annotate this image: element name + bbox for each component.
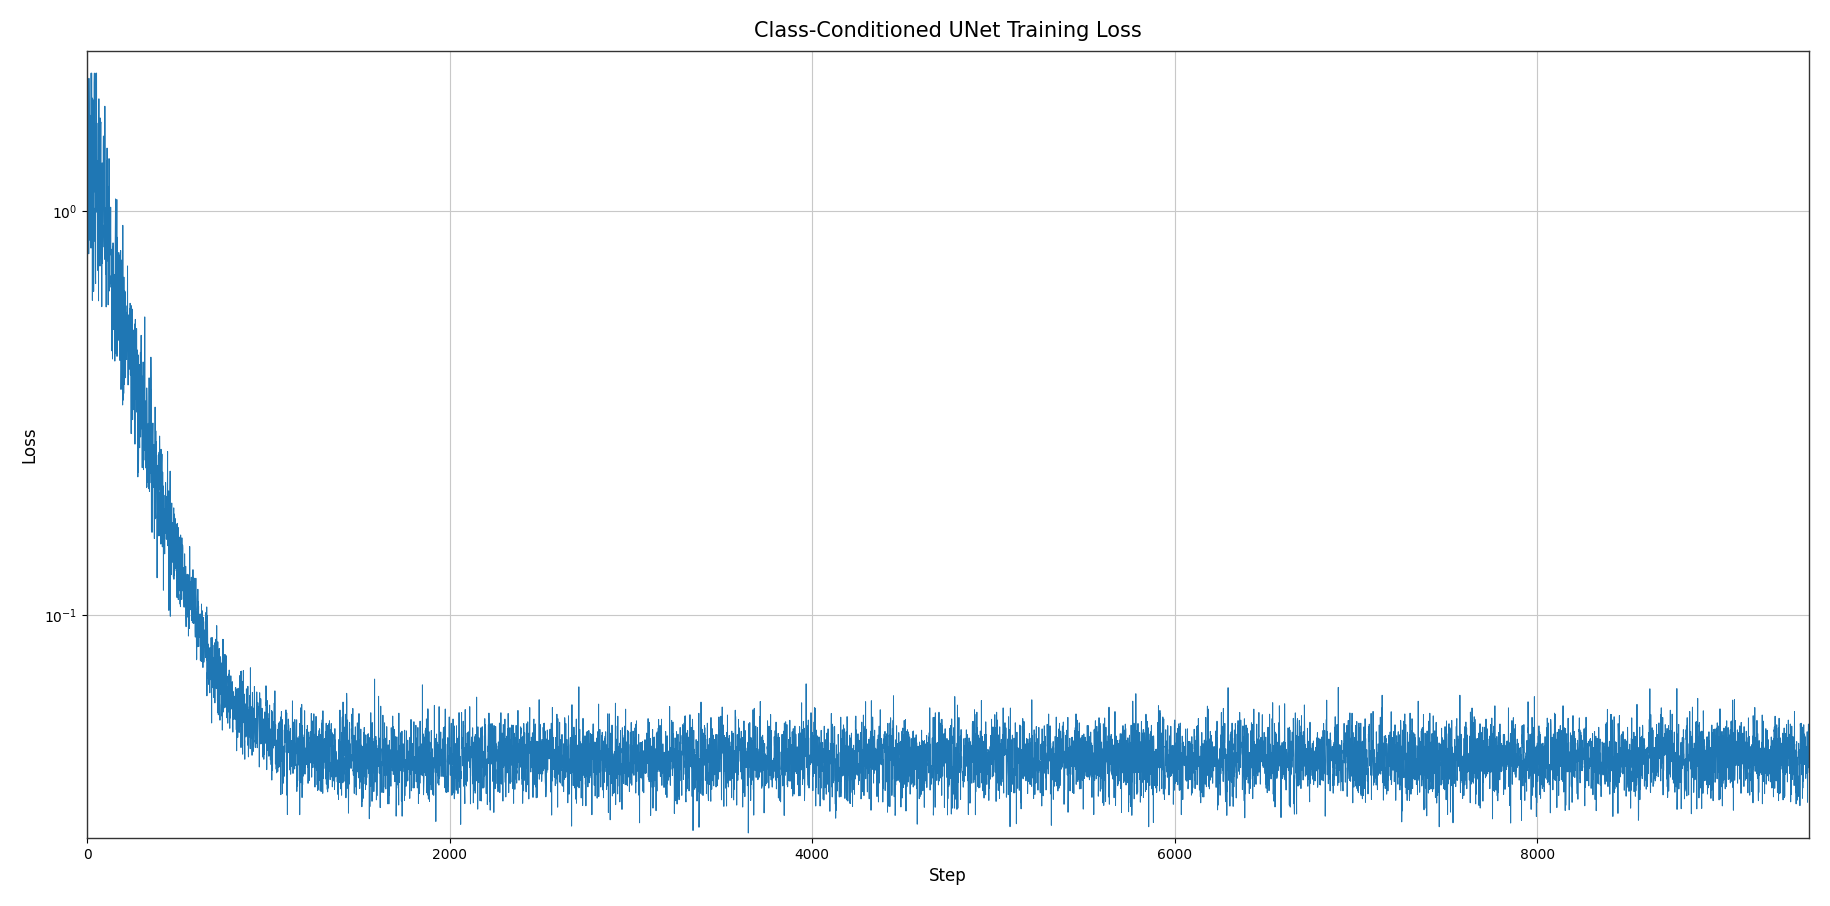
Y-axis label: Loss: Loss [20, 426, 38, 463]
X-axis label: Step: Step [930, 867, 966, 885]
Title: Class-Conditioned UNet Training Loss: Class-Conditioned UNet Training Loss [754, 21, 1142, 41]
